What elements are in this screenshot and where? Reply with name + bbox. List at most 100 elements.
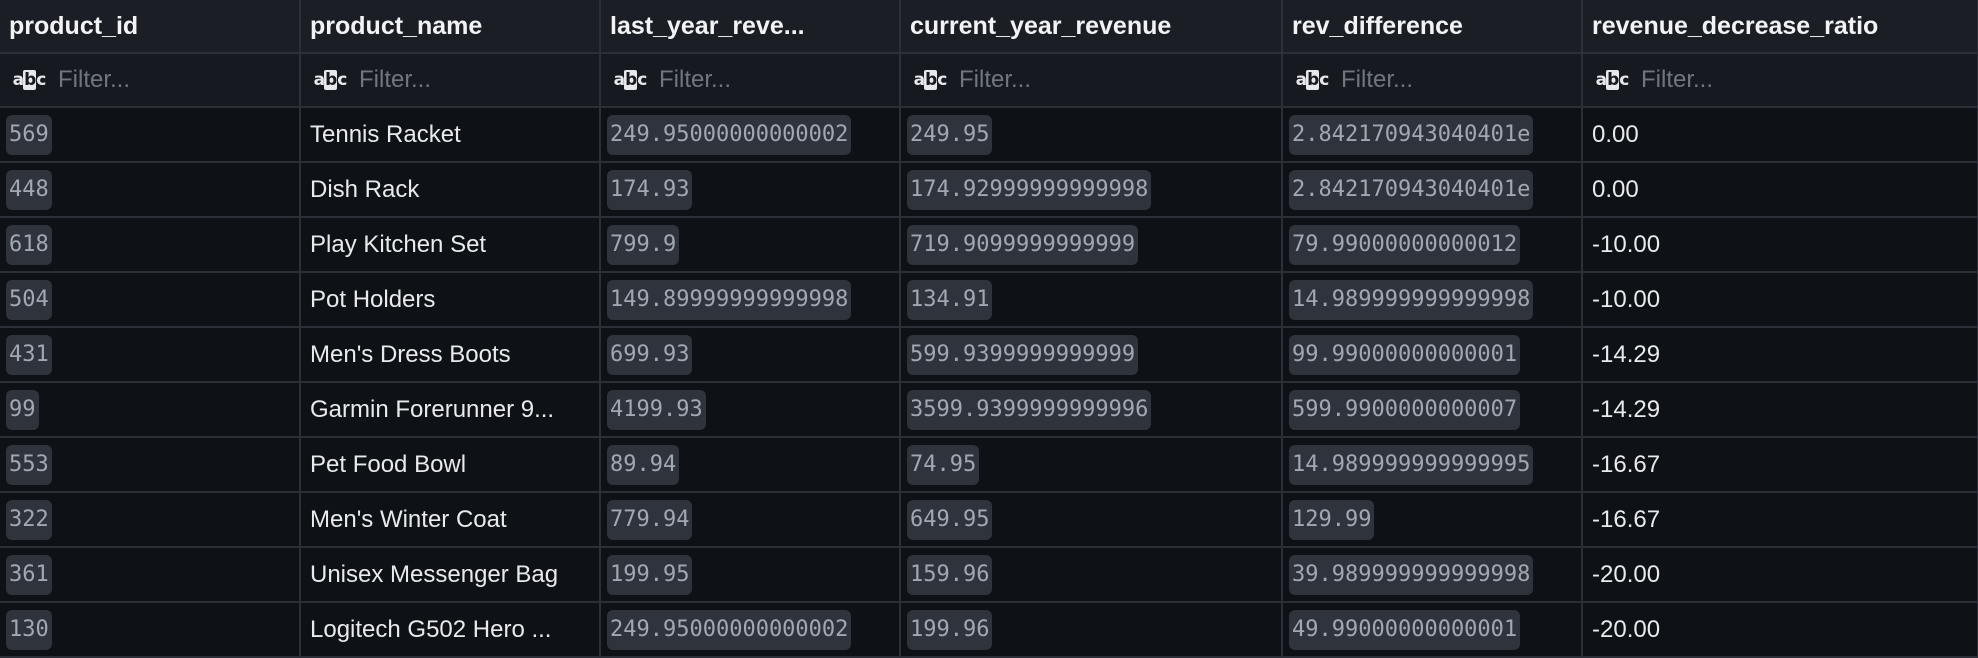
- column-header-rev-difference[interactable]: rev_difference: [1282, 0, 1583, 54]
- cell-rev-difference[interactable]: 129.99: [1282, 492, 1583, 548]
- cell-product-name[interactable]: Unisex Messenger Bag: [300, 547, 601, 603]
- cell-current-year-revenue[interactable]: 649.95: [900, 492, 1283, 548]
- column-header-product-id[interactable]: product_id: [0, 0, 301, 54]
- cell-last-year-revenue[interactable]: 779.94: [600, 492, 901, 548]
- numeric-value-chip: 448: [6, 169, 52, 210]
- cell-product-name[interactable]: Pet Food Bowl: [300, 437, 601, 493]
- numeric-value-chip: 699.93: [607, 334, 693, 375]
- column-header-last-year-revenue[interactable]: last_year_reve...: [600, 0, 901, 54]
- cell-product-id[interactable]: 99: [0, 382, 301, 438]
- cell-revenue-decrease-ratio[interactable]: -16.67: [1582, 437, 1978, 493]
- cell-rev-difference[interactable]: 39.989999999999998: [1282, 547, 1583, 603]
- filter-input-rev-difference[interactable]: [1341, 66, 1551, 94]
- cell-product-id[interactable]: 618: [0, 217, 301, 273]
- table-row[interactable]: 618 Play Kitchen Set 799.9 719.909999999999…: [0, 217, 1978, 273]
- table-row[interactable]: 431 Men's Dress Boots 699.93 599.9399999999…: [0, 327, 1978, 383]
- cell-current-year-revenue[interactable]: 159.96: [900, 547, 1283, 603]
- cell-rev-difference[interactable]: 2.842170943040401e: [1282, 107, 1583, 163]
- table-row[interactable]: 569 Tennis Racket 249.95000000000002 249.95…: [0, 107, 1978, 163]
- table-row[interactable]: 553 Pet Food Bowl 89.94 74.95 14.98999999999…: [0, 437, 1978, 493]
- cell-product-id[interactable]: 448: [0, 162, 301, 218]
- cell-product-id[interactable]: 322: [0, 492, 301, 548]
- table-row[interactable]: 99 Garmin Forerunner 9... 4199.93 3599.9399…: [0, 382, 1978, 438]
- numeric-value-chip: 174.93: [607, 169, 693, 210]
- cell-rev-difference[interactable]: 599.9900000000007: [1282, 382, 1583, 438]
- cell-revenue-decrease-ratio[interactable]: -14.29: [1582, 327, 1978, 383]
- cell-last-year-revenue[interactable]: 4199.93: [600, 382, 901, 438]
- cell-rev-difference[interactable]: 49.99000000000001: [1282, 602, 1583, 658]
- cell-revenue-decrease-ratio[interactable]: -10.00: [1582, 217, 1978, 273]
- cell-revenue-decrease-ratio[interactable]: -14.29: [1582, 382, 1978, 438]
- numeric-value-chip: 649.95: [907, 499, 993, 540]
- numeric-value-chip: 99: [6, 389, 39, 430]
- filter-input-last-year-revenue[interactable]: [659, 66, 869, 94]
- column-header-revenue-decrease-ratio[interactable]: revenue_decrease_ratio: [1582, 0, 1978, 54]
- cell-product-name[interactable]: Garmin Forerunner 9...: [300, 382, 601, 438]
- cell-rev-difference[interactable]: 14.989999999999995: [1282, 437, 1583, 493]
- cell-current-year-revenue[interactable]: 74.95: [900, 437, 1283, 493]
- cell-rev-difference[interactable]: 79.99000000000012: [1282, 217, 1583, 273]
- table-row[interactable]: 130 Logitech G502 Hero ... 249.95000000000…: [0, 602, 1978, 658]
- cell-last-year-revenue[interactable]: 249.95000000000002: [600, 602, 901, 658]
- cell-last-year-revenue[interactable]: 149.89999999999998: [600, 272, 901, 328]
- filter-row: abc abc abc: [0, 53, 1978, 108]
- table-row[interactable]: 504 Pot Holders 149.89999999999998 134.91 14…: [0, 272, 1978, 328]
- table-row[interactable]: 361 Unisex Messenger Bag 199.95 159.96 39.98…: [0, 547, 1978, 603]
- cell-rev-difference[interactable]: 2.842170943040401e: [1282, 162, 1583, 218]
- cell-last-year-revenue[interactable]: 799.9: [600, 217, 901, 273]
- cell-revenue-decrease-ratio[interactable]: -16.67: [1582, 492, 1978, 548]
- cell-product-id[interactable]: 553: [0, 437, 301, 493]
- cell-product-id[interactable]: 504: [0, 272, 301, 328]
- cell-last-year-revenue[interactable]: 249.95000000000002: [600, 107, 901, 163]
- cell-last-year-revenue[interactable]: 174.93: [600, 162, 901, 218]
- table-row[interactable]: 322 Men's Winter Coat 779.94 649.95 129.99 -1…: [0, 492, 1978, 548]
- cell-current-year-revenue[interactable]: 199.96: [900, 602, 1283, 658]
- filter-input-revenue-decrease-ratio[interactable]: [1641, 66, 1851, 94]
- cell-current-year-revenue[interactable]: 134.91: [900, 272, 1283, 328]
- cell-product-id[interactable]: 361: [0, 547, 301, 603]
- cell-rev-difference[interactable]: 99.99000000000001: [1282, 327, 1583, 383]
- filter-input-current-year-revenue[interactable]: [959, 66, 1169, 94]
- cell-product-id[interactable]: 130: [0, 602, 301, 658]
- filter-input-product-name[interactable]: [359, 66, 569, 94]
- table-body: 569 Tennis Racket 249.95000000000002 249.95…: [0, 107, 1978, 658]
- cell-product-id[interactable]: 569: [0, 107, 301, 163]
- cell-product-name[interactable]: Play Kitchen Set: [300, 217, 601, 273]
- cell-revenue-decrease-ratio[interactable]: -20.00: [1582, 602, 1978, 658]
- cell-current-year-revenue[interactable]: 249.95: [900, 107, 1283, 163]
- cell-product-name[interactable]: Pot Holders: [300, 272, 601, 328]
- cell-current-year-revenue[interactable]: 3599.9399999999996: [900, 382, 1283, 438]
- cell-last-year-revenue[interactable]: 699.93: [600, 327, 901, 383]
- cell-last-year-revenue[interactable]: 89.94: [600, 437, 901, 493]
- cell-product-name[interactable]: Men's Dress Boots: [300, 327, 601, 383]
- cell-current-year-revenue[interactable]: 174.92999999999998: [900, 162, 1283, 218]
- cell-revenue-decrease-ratio[interactable]: 0.00: [1582, 107, 1978, 163]
- cell-revenue-decrease-ratio[interactable]: -20.00: [1582, 547, 1978, 603]
- cell-current-year-revenue[interactable]: 599.9399999999999: [900, 327, 1283, 383]
- cell-current-year-revenue[interactable]: 719.9099999999999: [900, 217, 1283, 273]
- cell-revenue-decrease-ratio[interactable]: 0.00: [1582, 162, 1978, 218]
- cell-product-id[interactable]: 431: [0, 327, 301, 383]
- cell-product-name[interactable]: Dish Rack: [300, 162, 601, 218]
- filter-input-product-id[interactable]: [58, 66, 268, 94]
- cell-rev-difference[interactable]: 14.989999999999998: [1282, 272, 1583, 328]
- cell-revenue-decrease-ratio[interactable]: -10.00: [1582, 272, 1978, 328]
- cell-last-year-revenue[interactable]: 199.95: [600, 547, 901, 603]
- column-header-current-year-revenue[interactable]: current_year_revenue: [900, 0, 1283, 54]
- cell-product-name[interactable]: Men's Winter Coat: [300, 492, 601, 548]
- table-row[interactable]: 448 Dish Rack 174.93 174.92999999999998 2.84…: [0, 162, 1978, 218]
- numeric-value-chip: 599.9399999999999: [907, 334, 1139, 375]
- cell-product-name[interactable]: Tennis Racket: [300, 107, 601, 163]
- cell-product-name[interactable]: Logitech G502 Hero ...: [300, 602, 601, 658]
- column-header-product-name[interactable]: product_name: [300, 0, 601, 54]
